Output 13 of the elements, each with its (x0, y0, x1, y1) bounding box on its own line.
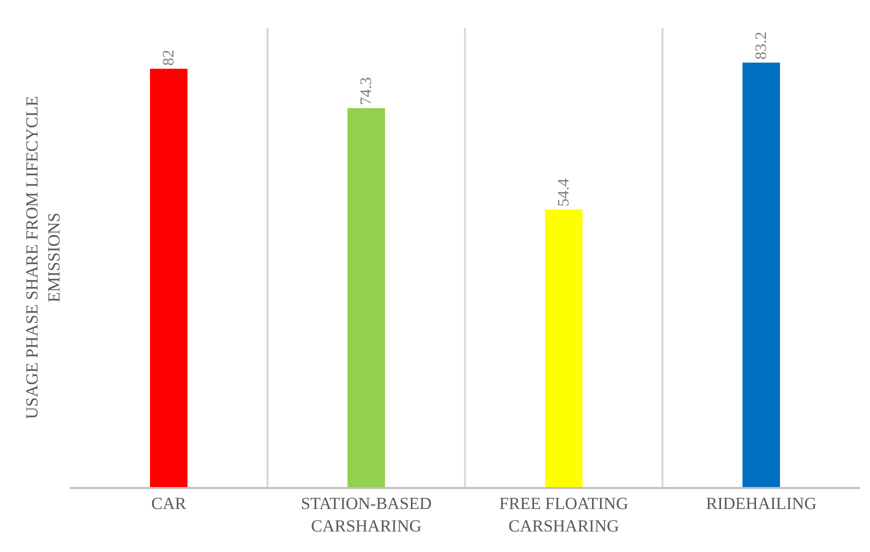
bar (347, 108, 386, 487)
x-tick-label: CAR (151, 494, 187, 514)
bar (150, 68, 188, 487)
x-tick-label: FREE FLOATING CARSHARING (499, 494, 628, 536)
x-tick-label: STATION-BASED CARSHARING (300, 494, 432, 536)
data-label: 82 (160, 50, 178, 66)
bar (544, 210, 583, 487)
data-label: 83.2 (752, 32, 770, 60)
y-axis-title: USAGE PHASE SHARE FROM LIFECYCLE EMISSIONS (22, 96, 64, 420)
bar (742, 62, 780, 487)
data-label: 54.4 (555, 178, 572, 207)
data-label: 74.3 (358, 77, 375, 106)
x-tick-label: RIDEHAILING (706, 494, 816, 514)
